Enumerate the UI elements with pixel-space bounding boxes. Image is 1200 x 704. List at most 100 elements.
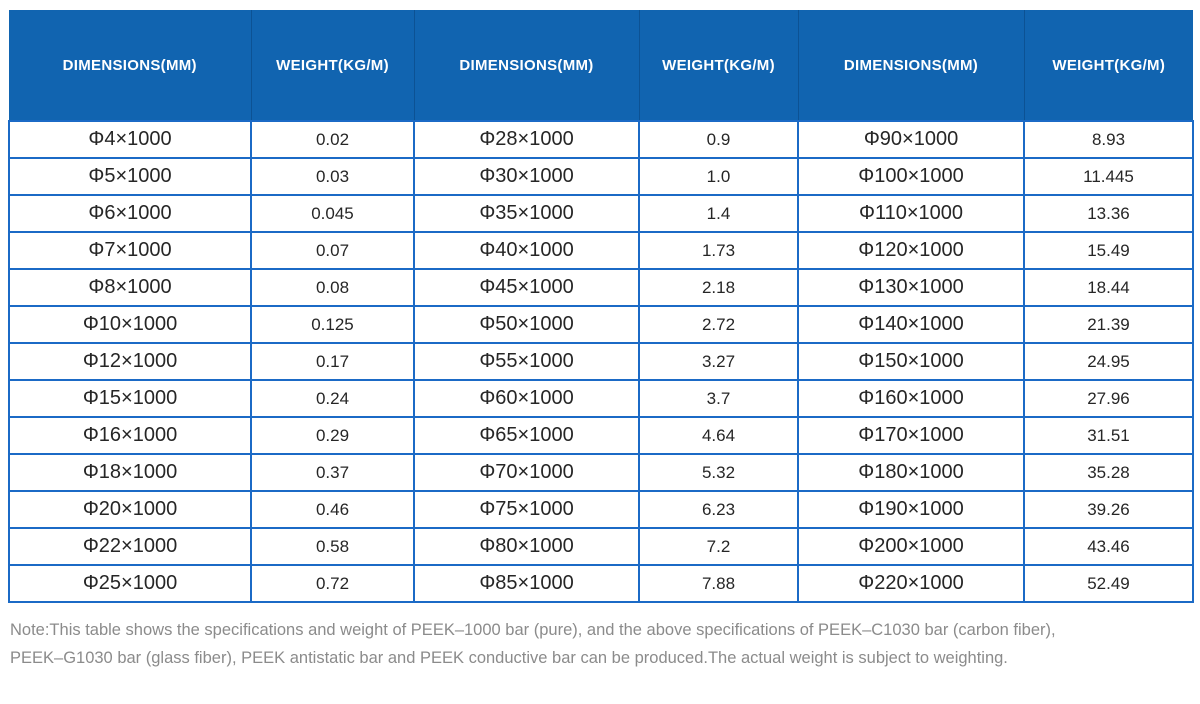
weight-cell: 21.39: [1023, 305, 1194, 344]
dimension-cell: Φ15×1000: [8, 379, 252, 418]
weight-cell: 1.73: [638, 231, 799, 270]
dimension-cell: Φ120×1000: [797, 231, 1025, 270]
table-row: Φ6×1000 0.045 Φ35×1000 1.4 Φ110×1000 13.36: [8, 194, 1194, 233]
weight-cell: 31.51: [1023, 416, 1194, 455]
dimension-cell: Φ160×1000: [797, 379, 1025, 418]
dimension-cell: Φ75×1000: [413, 490, 640, 529]
note-line-2: PEEK–G1030 bar (glass fiber), PEEK antis…: [10, 649, 1008, 667]
table-row: Φ15×1000 0.24 Φ60×1000 3.7 Φ160×1000 27.96: [8, 379, 1194, 418]
weight-cell: 0.46: [250, 490, 415, 529]
weight-cell: 0.17: [250, 342, 415, 381]
weight-cell: 27.96: [1023, 379, 1194, 418]
weight-cell: 0.07: [250, 231, 415, 270]
weight-header: WEIGHT(KG/M): [639, 10, 799, 121]
weight-header: WEIGHT(KG/M): [1024, 10, 1193, 121]
weight-cell: 11.445: [1023, 157, 1194, 196]
weight-cell: 7.2: [638, 527, 799, 566]
weight-cell: 0.9: [638, 120, 799, 159]
dimension-cell: Φ7×1000: [8, 231, 252, 270]
weight-cell: 0.37: [250, 453, 415, 492]
dimension-cell: Φ65×1000: [413, 416, 640, 455]
dimension-cell: Φ40×1000: [413, 231, 640, 270]
weight-cell: 3.7: [638, 379, 799, 418]
dimension-cell: Φ85×1000: [413, 564, 640, 603]
dimension-cell: Φ170×1000: [797, 416, 1025, 455]
dimension-cell: Φ16×1000: [8, 416, 252, 455]
weight-cell: 0.03: [250, 157, 415, 196]
weight-cell: 24.95: [1023, 342, 1194, 381]
dimension-cell: Φ140×1000: [797, 305, 1025, 344]
table-row: Φ8×1000 0.08 Φ45×1000 2.18 Φ130×1000 18.44: [8, 268, 1194, 307]
weight-cell: 1.4: [638, 194, 799, 233]
table-row: Φ7×1000 0.07 Φ40×1000 1.73 Φ120×1000 15.49: [8, 231, 1194, 270]
table-row: Φ20×1000 0.46 Φ75×1000 6.23 Φ190×1000 39.26: [8, 490, 1194, 529]
dimensions-header: DIMENSIONS(MM): [414, 10, 640, 121]
dimension-cell: Φ35×1000: [413, 194, 640, 233]
table-row: Φ4×1000 0.02 Φ28×1000 0.9 Φ90×1000 8.93: [8, 120, 1194, 159]
weight-cell: 0.24: [250, 379, 415, 418]
dimension-cell: Φ4×1000: [8, 120, 252, 159]
weight-cell: 5.32: [638, 453, 799, 492]
page: DIMENSIONS(MM) WEIGHT(KG/M) DIMENSIONS(MM)…: [8, 10, 1194, 672]
weight-header: WEIGHT(KG/M): [251, 10, 415, 121]
weight-cell: 0.045: [250, 194, 415, 233]
weight-cell: 43.46: [1023, 527, 1194, 566]
table-row: Φ22×1000 0.58 Φ80×1000 7.2 Φ200×1000 43.46: [8, 527, 1194, 566]
dimension-cell: Φ5×1000: [8, 157, 252, 196]
weight-cell: 3.27: [638, 342, 799, 381]
dimensions-header: DIMENSIONS(MM): [798, 10, 1025, 121]
weight-cell: 18.44: [1023, 268, 1194, 307]
weight-cell: 0.29: [250, 416, 415, 455]
dimension-cell: Φ12×1000: [8, 342, 252, 381]
weight-cell: 0.125: [250, 305, 415, 344]
weight-cell: 13.36: [1023, 194, 1194, 233]
dimension-cell: Φ30×1000: [413, 157, 640, 196]
dimension-cell: Φ200×1000: [797, 527, 1025, 566]
weight-cell: 6.23: [638, 490, 799, 529]
weight-cell: 8.93: [1023, 120, 1194, 159]
weight-cell: 0.72: [250, 564, 415, 603]
dimension-cell: Φ110×1000: [797, 194, 1025, 233]
note-text: Note:This table shows the specifications…: [8, 603, 1192, 672]
dimension-cell: Φ100×1000: [797, 157, 1025, 196]
spec-table-body: Φ4×1000 0.02 Φ28×1000 0.9 Φ90×1000 8.93 Φ5×100…: [8, 120, 1194, 603]
weight-cell: 52.49: [1023, 564, 1194, 603]
dimension-cell: Φ28×1000: [413, 120, 640, 159]
weight-cell: 0.02: [250, 120, 415, 159]
table-row: Φ18×1000 0.37 Φ70×1000 5.32 Φ180×1000 35.28: [8, 453, 1194, 492]
weight-cell: 0.58: [250, 527, 415, 566]
weight-cell: 2.18: [638, 268, 799, 307]
weight-cell: 4.64: [638, 416, 799, 455]
weight-cell: 1.0: [638, 157, 799, 196]
dimension-cell: Φ220×1000: [797, 564, 1025, 603]
spec-table-header: DIMENSIONS(MM) WEIGHT(KG/M) DIMENSIONS(MM)…: [9, 10, 1193, 121]
dimension-cell: Φ55×1000: [413, 342, 640, 381]
dimension-cell: Φ50×1000: [413, 305, 640, 344]
table-row: Φ12×1000 0.17 Φ55×1000 3.27 Φ150×1000 24.95: [8, 342, 1194, 381]
dimension-cell: Φ20×1000: [8, 490, 252, 529]
dimension-cell: Φ18×1000: [8, 453, 252, 492]
dimension-cell: Φ150×1000: [797, 342, 1025, 381]
weight-cell: 15.49: [1023, 231, 1194, 270]
dimension-cell: Φ25×1000: [8, 564, 252, 603]
weight-cell: 7.88: [638, 564, 799, 603]
dimension-cell: Φ70×1000: [413, 453, 640, 492]
weight-cell: 2.72: [638, 305, 799, 344]
spec-table: DIMENSIONS(MM) WEIGHT(KG/M) DIMENSIONS(MM)…: [8, 10, 1194, 603]
note-line-1: Note:This table shows the specifications…: [10, 621, 1056, 639]
dimension-cell: Φ22×1000: [8, 527, 252, 566]
dimension-cell: Φ80×1000: [413, 527, 640, 566]
dimension-cell: Φ130×1000: [797, 268, 1025, 307]
header-row: DIMENSIONS(MM) WEIGHT(KG/M) DIMENSIONS(MM)…: [9, 10, 1193, 121]
dimension-cell: Φ6×1000: [8, 194, 252, 233]
weight-cell: 35.28: [1023, 453, 1194, 492]
dimension-cell: Φ8×1000: [8, 268, 252, 307]
dimensions-header: DIMENSIONS(MM): [9, 10, 252, 121]
table-row: Φ16×1000 0.29 Φ65×1000 4.64 Φ170×1000 31.51: [8, 416, 1194, 455]
dimension-cell: Φ45×1000: [413, 268, 640, 307]
weight-cell: 0.08: [250, 268, 415, 307]
dimension-cell: Φ60×1000: [413, 379, 640, 418]
dimension-cell: Φ10×1000: [8, 305, 252, 344]
dimension-cell: Φ180×1000: [797, 453, 1025, 492]
table-row: Φ10×1000 0.125 Φ50×1000 2.72 Φ140×1000 21.39: [8, 305, 1194, 344]
